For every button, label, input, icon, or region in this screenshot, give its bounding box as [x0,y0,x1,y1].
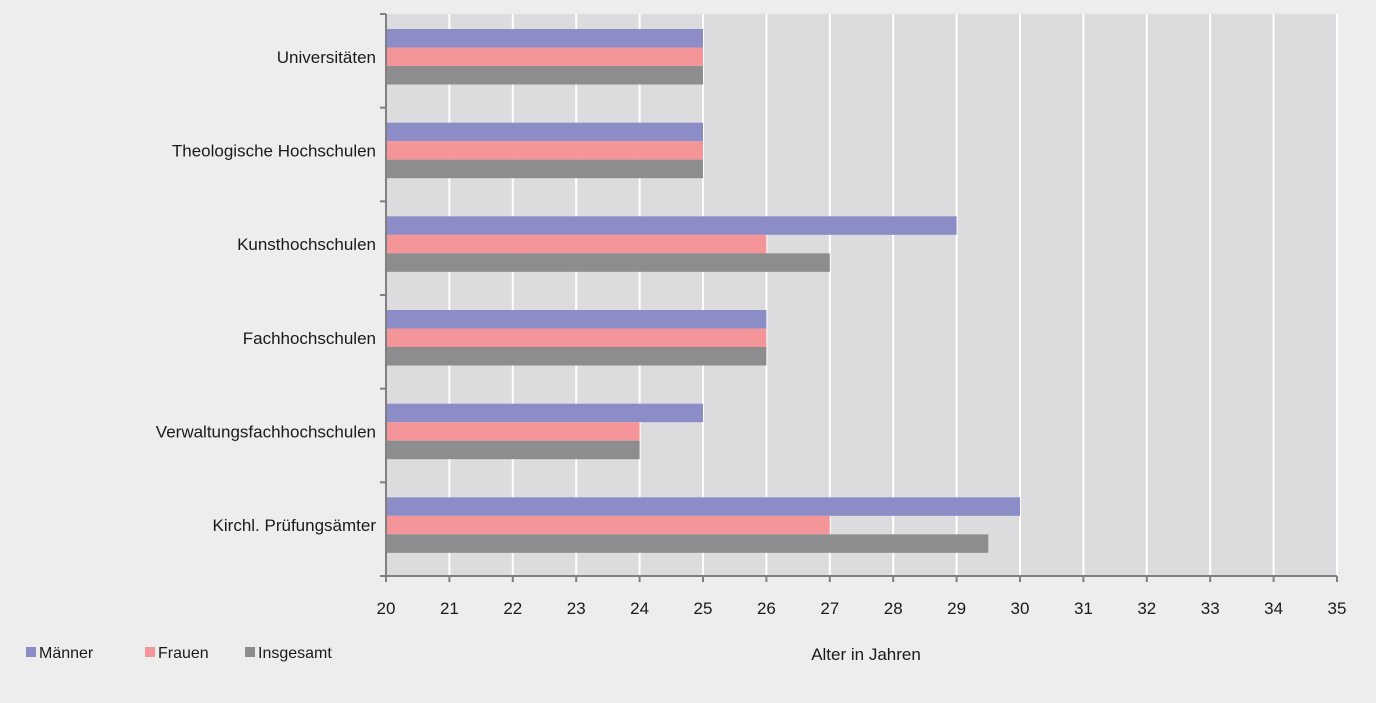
bar-frauen-3 [386,328,767,347]
bar-männer-3 [386,310,767,329]
x-tick-label: 26 [757,599,776,618]
x-tick-label: 25 [694,599,713,618]
bar-frauen-0 [386,47,703,66]
category-label: Kunsthochschulen [237,235,376,254]
x-axis-title: Alter in Jahren [811,645,921,664]
legend: Männer Frauen Insgesamt [26,645,332,662]
bars [386,29,1020,553]
bar-insgesamt-0 [386,66,703,85]
bar-männer-4 [386,403,703,423]
legend-swatch-männer [26,647,36,657]
category-label: Kirchl. Prüfungsämter [213,516,377,535]
x-tick-label: 24 [630,599,649,618]
x-tick-label: 31 [1074,599,1093,618]
axes [380,13,1338,582]
x-tick-label: 23 [567,599,586,618]
x-tick-label: 35 [1328,599,1347,618]
x-tick-label: 29 [947,599,966,618]
bar-frauen-2 [386,234,767,254]
gridlines [448,14,1338,576]
plot-area [386,14,1337,576]
bar-insgesamt-4 [386,440,640,460]
bar-insgesamt-5 [386,534,989,553]
bar-insgesamt-3 [386,347,767,366]
bar-frauen-1 [386,141,703,160]
legend-label: Frauen [158,645,209,662]
x-tick-label: 20 [377,599,396,618]
legend-label: Insgesamt [258,645,332,662]
bar-insgesamt-2 [386,253,830,272]
legend-swatch-frauen [145,647,155,657]
x-tick-label: 21 [440,599,459,618]
x-tick-labels: 20 21 22 23 24 25 26 27 28 29 30 31 32 33 34 35 [377,599,1347,618]
x-tick-label: 34 [1264,599,1283,618]
category-label: Theologische Hochschulen [172,141,376,160]
x-tick-label: 32 [1137,599,1156,618]
x-tick-label: 33 [1201,599,1220,618]
bar-männer-0 [386,29,703,48]
bar-frauen-5 [386,515,830,535]
category-label: Universitäten [277,48,376,67]
bar-frauen-4 [386,422,640,441]
bar-männer-5 [386,497,1020,516]
category-labels: Universitäten Theologische Hochschulen Kun… [156,48,377,535]
x-tick-label: 30 [1011,599,1030,618]
legend-label: Männer [39,645,94,662]
category-label: Fachhochschulen [243,329,376,348]
x-tick-label: 22 [503,599,522,618]
legend-swatch-insgesamt [245,647,255,657]
bar-insgesamt-1 [386,159,703,179]
x-tick-label: 27 [820,599,839,618]
bar-männer-2 [386,216,957,235]
category-label: Verwaltungsfachhochschulen [156,422,376,441]
x-tick-label: 28 [884,599,903,618]
bar-männer-1 [386,122,703,142]
